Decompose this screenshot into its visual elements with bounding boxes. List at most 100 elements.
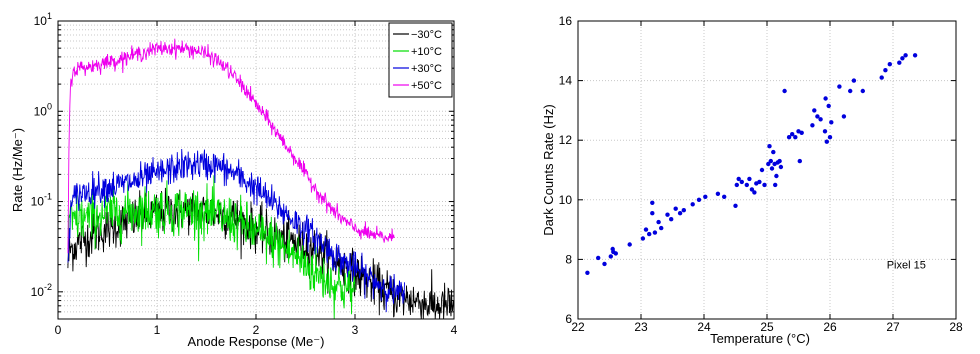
x-tick-label: 28 xyxy=(949,320,963,334)
data-point xyxy=(665,212,670,217)
y-tick-label: 101 xyxy=(34,11,52,28)
data-point xyxy=(585,270,590,275)
plot-frame xyxy=(577,20,957,320)
data-point xyxy=(824,139,829,144)
x-tick-label: 3 xyxy=(352,323,359,337)
data-point xyxy=(643,227,649,232)
data-point xyxy=(739,179,744,185)
data-point xyxy=(647,231,652,237)
y-axis-label: Rate (Hz/Me⁻) xyxy=(10,128,25,212)
chart-dark-counts: 22 23 24 25 26 27 28 6 8 10 12 14 16 Temperature (°C)… xyxy=(541,14,963,346)
y-tick-label: 8 xyxy=(565,252,572,266)
data-point xyxy=(827,135,833,140)
x-tick-label: 2 xyxy=(253,323,260,337)
x-axis-label: Anode Response (Me⁻) xyxy=(188,334,325,349)
data-point xyxy=(650,211,655,216)
data-point xyxy=(602,261,607,267)
data-point xyxy=(650,200,655,205)
x-tick-label: 25 xyxy=(760,320,774,334)
data-point xyxy=(829,120,834,125)
data-point xyxy=(703,194,708,199)
data-point xyxy=(766,161,771,167)
grid xyxy=(577,20,957,320)
legend-entry: +30°C xyxy=(411,63,442,75)
data-point xyxy=(851,78,857,83)
data-point xyxy=(669,217,674,222)
data-point xyxy=(681,208,686,213)
data-point xyxy=(879,75,884,80)
data-point xyxy=(690,202,695,207)
data-point xyxy=(767,144,772,149)
data-point xyxy=(897,60,902,65)
data-point xyxy=(608,254,613,259)
legend-entry: +50°C xyxy=(411,80,442,92)
data-point xyxy=(696,197,702,202)
y-tick-label: 10-2 xyxy=(31,282,52,299)
y-axis-label: Dark Counts Rate (Hz) xyxy=(541,104,556,235)
data-point xyxy=(744,182,749,188)
data-point xyxy=(749,187,755,192)
y-tick-label: 6 xyxy=(565,312,572,326)
x-tick-label: 1 xyxy=(154,323,161,337)
x-tick-label: 27 xyxy=(886,320,900,334)
data-point xyxy=(837,84,842,89)
data-point xyxy=(752,190,757,195)
data-point xyxy=(715,191,721,196)
x-axis-label: Temperature (°C) xyxy=(710,331,810,346)
y-tick-base: 10 xyxy=(34,14,48,28)
data-point xyxy=(596,255,601,261)
y-tick-base: 10 xyxy=(34,104,48,118)
x-tick-label: 22 xyxy=(571,320,585,334)
data-point xyxy=(627,242,632,247)
legend-entry: −30°C xyxy=(411,29,442,41)
scatter-points xyxy=(585,53,918,275)
data-point xyxy=(790,132,795,137)
data-point xyxy=(900,56,905,61)
data-point xyxy=(818,117,823,122)
data-point xyxy=(613,251,618,256)
series-line xyxy=(67,175,356,320)
data-point xyxy=(799,130,804,135)
x-tick-label: 23 xyxy=(634,320,648,334)
y-tick-label: 10 xyxy=(559,193,573,207)
data-point xyxy=(652,230,658,235)
y-tick-exponent: -1 xyxy=(44,192,52,202)
data-point xyxy=(848,88,853,94)
data-point xyxy=(774,173,779,179)
data-point xyxy=(810,123,815,128)
data-point xyxy=(677,211,683,216)
data-point xyxy=(777,158,782,164)
y-tick-base: 10 xyxy=(31,195,45,209)
data-point xyxy=(883,68,888,73)
x-tick-label: 24 xyxy=(697,320,711,334)
data-point xyxy=(673,206,678,211)
data-point xyxy=(797,158,802,164)
data-point xyxy=(841,114,847,119)
data-point xyxy=(771,149,776,155)
data-point xyxy=(887,61,892,67)
y-tick-label: 16 xyxy=(559,14,573,28)
data-point xyxy=(656,219,661,225)
y-tick-label: 14 xyxy=(559,74,573,88)
x-tick-label: 0 xyxy=(55,323,62,337)
data-point xyxy=(903,53,908,58)
legend-entry: +10°C xyxy=(411,46,442,58)
data-point xyxy=(640,236,646,241)
data-point xyxy=(778,164,784,170)
series-line xyxy=(67,148,405,313)
data-point xyxy=(826,103,831,109)
y-tick-label: 10-1 xyxy=(31,192,52,209)
data-point xyxy=(773,182,778,188)
data-point xyxy=(659,225,664,231)
data-point xyxy=(786,135,792,140)
data-point xyxy=(912,53,918,58)
data-point xyxy=(822,129,828,134)
y-tick-exponent: 0 xyxy=(47,101,52,111)
data-point xyxy=(734,182,739,188)
data-point xyxy=(793,135,798,140)
x-tick-label: 26 xyxy=(823,320,837,334)
y-tick-base: 10 xyxy=(31,285,45,299)
data-point xyxy=(823,96,828,101)
